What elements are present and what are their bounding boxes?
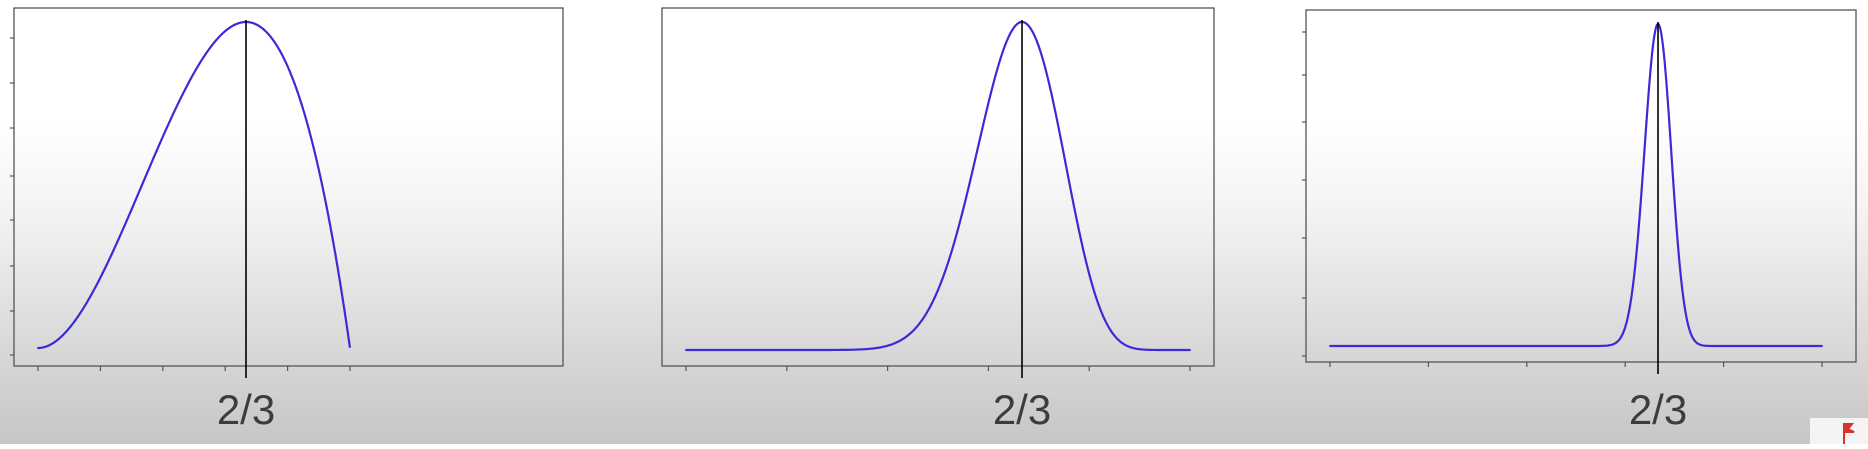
plot-frame [13,7,564,367]
density-curve [1329,22,1823,348]
plot-frame [1305,9,1857,363]
density-curve [685,20,1191,352]
x-tick-label: 2/3 [993,386,1051,433]
chart-panel-2: 2/3 [661,7,1215,433]
corner-logo [1810,418,1868,444]
x-tick-label: 2/3 [1629,386,1687,433]
density-curve [37,20,351,350]
flag-icon [1843,423,1855,444]
plot-frame [661,7,1215,367]
x-tick-label: 2/3 [217,386,275,433]
chart-panel-3: 2/3 [1302,9,1857,433]
chart-panel-1: 2/3 [10,7,564,433]
